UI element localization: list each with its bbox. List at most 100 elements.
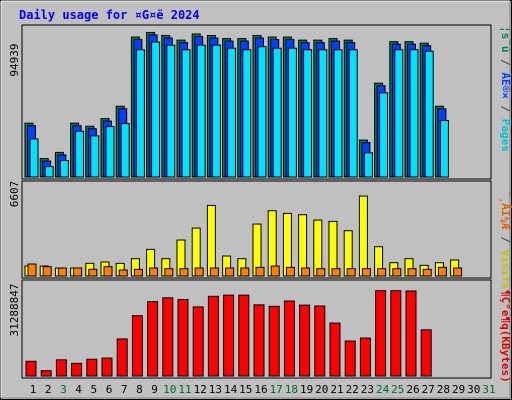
sites-bar: [301, 267, 311, 277]
x-tick-label: 3: [60, 383, 67, 396]
kbytes-bar: [405, 290, 417, 377]
pages-bar: [379, 92, 389, 178]
kbytes-bar: [283, 300, 295, 377]
x-tick-label: 8: [136, 383, 143, 396]
pages-bar: [409, 49, 419, 178]
sites-bar: [73, 267, 83, 277]
pages-bar: [394, 49, 404, 178]
sites-bar: [453, 267, 463, 277]
x-tick-label: 2: [45, 383, 52, 396]
sites-bar: [179, 268, 189, 277]
kbytes-bar: [268, 305, 280, 377]
x-tick-label: 31: [482, 383, 495, 396]
sites-bar: [377, 268, 387, 277]
sites-bar: [88, 268, 98, 277]
sites-bar: [57, 267, 67, 277]
x-tick-label: 18: [285, 383, 298, 396]
x-tick-label: 30: [467, 383, 480, 396]
kbytes-bar: [192, 306, 204, 377]
kbytes-bar: [116, 338, 128, 377]
sites-bar: [194, 267, 204, 277]
kbytes-bar: [131, 315, 143, 377]
visits-bar: [282, 212, 292, 277]
x-tick-label: 6: [106, 383, 113, 396]
pages-bar: [257, 46, 267, 178]
sites-bar: [225, 267, 235, 277]
bottom-legend: ¶Ç°e¶q(KBytes): [499, 290, 512, 383]
pages-bar: [44, 166, 54, 178]
x-tick-label: 11: [178, 383, 191, 396]
kbytes-bar: [71, 362, 83, 377]
x-tick-label: 20: [315, 383, 328, 396]
x-tick-label: 27: [422, 383, 435, 396]
sites-bar: [422, 268, 432, 277]
kbytes-bar: [253, 304, 265, 377]
legend-sites: ¯¸ÂI¼Æ: [499, 190, 512, 230]
x-tick-label: 23: [361, 383, 374, 396]
x-tick-label: 7: [121, 383, 128, 396]
x-tick-label: 25: [391, 383, 404, 396]
pages-bar: [424, 50, 434, 178]
kbytes-bar: [223, 294, 235, 377]
sites-bar: [270, 265, 280, 277]
x-tick-label: 17: [270, 383, 283, 396]
kbytes-bar: [25, 360, 37, 377]
pages-bar: [151, 41, 161, 178]
x-tick-label: 24: [376, 383, 390, 396]
kbytes-bar: [344, 340, 356, 377]
pages-bar: [318, 49, 328, 178]
x-tick-label: 5: [90, 383, 97, 396]
x-tick-label: 22: [346, 383, 359, 396]
top-ymax-label: 94939: [8, 43, 21, 76]
visits-bar: [328, 220, 338, 277]
bottom-bars: [25, 290, 432, 377]
x-tick-label: 29: [452, 383, 465, 396]
top-bars: [24, 31, 449, 178]
kbytes-bar: [177, 299, 189, 377]
legend-pages: Pages: [499, 119, 512, 152]
kbytes-bar: [299, 304, 311, 377]
x-tick-label: 14: [224, 383, 238, 396]
x-tick-label: 10: [163, 383, 176, 396]
kbytes-bar: [40, 370, 52, 377]
sites-bar: [255, 266, 265, 277]
x-tick-label: 16: [254, 383, 267, 396]
kbytes-bar: [207, 295, 219, 377]
pages-bar: [363, 152, 373, 178]
chart-title: Daily usage for ¤G¤ë 2024: [19, 8, 200, 22]
x-tick-label: 15: [239, 383, 252, 396]
kbytes-bar: [55, 359, 67, 377]
legend-hits: ¦s¨ú: [499, 26, 512, 53]
x-tick-labels: 1 2 3 4 5 6 7 8 9 10 11 12 13 14 15 16 17 18 19 20 21 22 23 24 2…: [30, 383, 496, 396]
sites-bar: [407, 268, 417, 277]
kbytes-bar: [147, 301, 159, 377]
middle-bars: [24, 195, 463, 277]
sites-bar: [103, 266, 113, 277]
pages-bar: [333, 49, 343, 178]
middle-ymax-label: 6607: [8, 181, 21, 208]
visits-bar: [358, 195, 368, 277]
sites-bar: [361, 268, 371, 277]
legend-visits: Visits: [499, 250, 512, 290]
sites-bar: [118, 269, 128, 277]
kbytes-bar: [314, 305, 326, 377]
kbytes-bar: [101, 357, 113, 377]
sites-bar: [133, 268, 143, 277]
visits-bar: [298, 214, 308, 277]
x-tick-label: 4: [75, 383, 82, 396]
pages-bar: [120, 123, 130, 178]
kbytes-bar: [162, 297, 174, 377]
kbytes-bar: [390, 290, 402, 377]
kbytes-bar: [329, 322, 341, 377]
sites-bar: [240, 267, 250, 277]
pages-bar: [105, 126, 115, 178]
kbytes-bar: [359, 337, 371, 377]
middle-legend: ¯¸ÂI¼Æ / Visits: [499, 190, 512, 289]
sites-bar: [316, 268, 326, 277]
sites-bar: [27, 263, 37, 277]
sites-bar: [164, 268, 174, 277]
visits-bar: [206, 204, 216, 277]
pages-bar: [303, 49, 313, 178]
